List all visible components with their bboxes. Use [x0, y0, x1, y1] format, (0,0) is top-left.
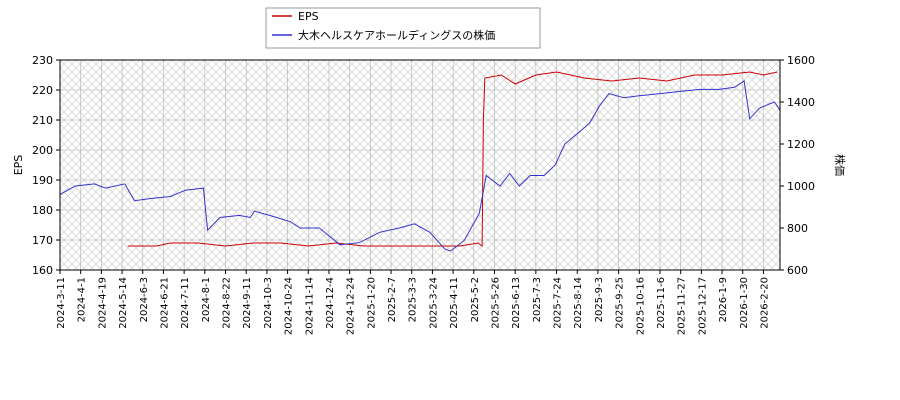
lines — [59, 71, 781, 252]
y2-tick-label: 1000 — [787, 180, 815, 193]
y2-tick-label: 800 — [787, 222, 808, 235]
x-tick-label: 2026-1-9 — [718, 277, 729, 322]
y-tick-label: 230 — [32, 54, 53, 67]
x-tick-label: 2024-11-14 — [304, 277, 315, 335]
legend-label: EPS — [298, 10, 319, 23]
x-tick-label: 2024-7-11 — [180, 277, 191, 329]
x-tick-label: 2024-10-24 — [284, 277, 295, 335]
x-tick-label: 2025-10-16 — [635, 277, 646, 335]
x-tick-label: 2025-5-26 — [490, 277, 501, 329]
axes: 160 170 180 190 200 210 220 230 600 800 1000 1200 14… — [32, 54, 815, 335]
x-tick-label: 2024-12-4 — [325, 277, 336, 329]
x-tick-label: 2024-3-11 — [56, 277, 67, 329]
y2-axis-label: 株価 — [833, 154, 847, 176]
legend-items: EPS 大木ヘルスケアホールディングスの株価 — [272, 10, 495, 42]
x-tick-label: 2025-1-20 — [366, 277, 377, 329]
plot-frame — [59, 59, 781, 271]
legend — [265, 7, 541, 49]
x-tick-label: 2025-9-25 — [615, 277, 626, 329]
y2-tick-label: 1400 — [787, 96, 815, 109]
x-tick-label: 2025-2-7 — [387, 277, 398, 322]
y2-tick-label: 600 — [787, 264, 808, 277]
x-tick-label: 2025-3-24 — [428, 277, 439, 329]
x-tick-label: 2024-6-3 — [139, 277, 150, 322]
y2-tick-label: 1600 — [787, 54, 815, 67]
x-tick-label: 2024-12-24 — [346, 277, 357, 335]
x-tick-label: 2025-12-17 — [697, 277, 708, 335]
x-tick-label: 2025-7-24 — [553, 277, 564, 329]
x-tick-label: 2025-7-3 — [532, 277, 543, 322]
series-line — [127, 71, 778, 247]
x-tick-label: 2024-9-11 — [242, 277, 253, 329]
x-tick-label: 2025-6-13 — [511, 277, 522, 329]
plot-background — [60, 60, 780, 270]
y-tick-label: 170 — [32, 234, 53, 247]
y-tick-label: 200 — [32, 144, 53, 157]
legend-label: 大木ヘルスケアホールディングスの株価 — [298, 28, 495, 42]
x-tick-label: 2024-4-1 — [77, 277, 88, 322]
y-tick-label: 180 — [32, 204, 53, 217]
x-tick-label: 2026-1-30 — [739, 277, 750, 329]
x-tick-label: 2025-11-27 — [677, 277, 688, 335]
x-tick-label: 2024-4-19 — [97, 277, 108, 329]
x-tick-label: 2025-3-3 — [408, 277, 419, 322]
x-tick-label: 2025-4-11 — [449, 277, 460, 329]
y-axis-label: EPS — [12, 155, 25, 176]
series-line — [59, 80, 781, 252]
y-tick-label: 220 — [32, 84, 53, 97]
x-tick-label: 2024-8-1 — [201, 277, 212, 322]
grid — [59, 59, 780, 271]
x-tick-label: 2025-11-6 — [656, 277, 667, 329]
x-tick-label: 2024-6-21 — [159, 277, 170, 329]
x-tick-label: 2025-5-2 — [470, 277, 481, 322]
x-tick-label: 2024-10-3 — [263, 277, 274, 329]
y-tick-label: 160 — [32, 264, 53, 277]
x-tick-label: 2025-9-3 — [594, 277, 605, 322]
y2-tick-label: 1200 — [787, 138, 815, 151]
x-tick-label: 2024-5-14 — [118, 277, 129, 329]
x-tick-label: 2024-8-22 — [222, 277, 233, 329]
y-tick-label: 190 — [32, 174, 53, 187]
x-tick-label: 2025-8-14 — [573, 277, 584, 329]
y-tick-label: 210 — [32, 114, 53, 127]
x-tick-label: 2026-2-20 — [759, 277, 770, 329]
